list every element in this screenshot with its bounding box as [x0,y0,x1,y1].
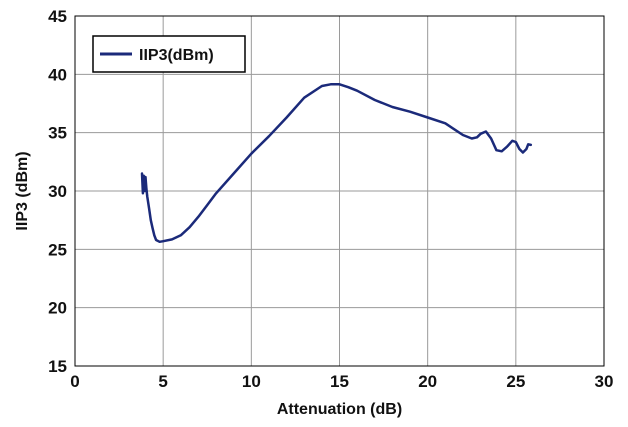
x-tick-label: 30 [595,372,614,391]
y-tick-label: 40 [48,65,67,84]
x-tick-label: 25 [506,372,525,391]
plot-area [74,15,605,367]
x-tick-label: 10 [242,372,261,391]
x-tick-label: 0 [70,372,79,391]
y-tick-label: 25 [48,240,67,259]
series-line [140,83,533,244]
x-tick-label: 5 [158,372,167,391]
y-tick-label: 20 [48,299,67,318]
y-tick-label: 30 [48,182,67,201]
y-tick-label: 45 [48,7,67,26]
y-tick-label: 35 [48,124,67,143]
y-axis-ticks: 15 20 25 30 35 40 45 [48,7,67,376]
series-layer [140,83,533,244]
legend-label: IIP3(dBm) [139,47,214,64]
x-axis-ticks: 0 5 10 15 20 25 30 [70,372,613,391]
legend: IIP3(dBm) [92,35,246,73]
x-tick-label: 20 [418,372,437,391]
y-tick-label: 15 [48,357,67,376]
y-axis-label: IIP3 (dBm) [14,151,31,230]
x-axis-label: Attenuation (dB) [277,401,402,418]
gridlines [75,16,604,366]
x-tick-label: 15 [330,372,349,391]
